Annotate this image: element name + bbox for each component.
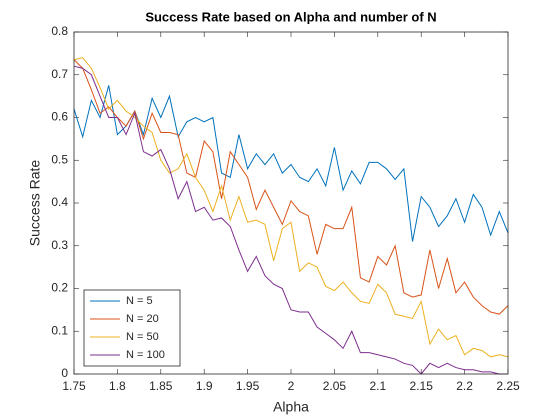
y-tick-label: 0 — [61, 366, 68, 380]
y-tick-label: 0.2 — [51, 281, 68, 295]
series-line — [73, 59, 509, 315]
legend-box — [83, 289, 181, 367]
y-tick-label: 0.5 — [51, 152, 68, 166]
legend-label: N = 50 — [126, 331, 159, 343]
x-tick-label: 1.9 — [196, 379, 213, 393]
x-tick-label: 2.15 — [410, 379, 434, 393]
legend: N = 5 N = 20 N = 50 N = 100 — [83, 289, 181, 367]
y-tick-label: 0.1 — [51, 323, 68, 337]
x-tick-label: 2 — [288, 379, 295, 393]
x-tick-label: 2.25 — [496, 379, 520, 393]
y-tick-label: 0.3 — [51, 238, 68, 252]
axes-box — [73, 31, 509, 375]
x-tick-label: 1.95 — [236, 379, 260, 393]
series-line — [73, 57, 509, 358]
legend-label: N = 20 — [126, 313, 159, 325]
legend-label: N = 100 — [126, 349, 165, 361]
x-tick-label: 2.2 — [456, 379, 473, 393]
series-line — [73, 85, 509, 242]
x-tick-label: 2.1 — [369, 379, 386, 393]
y-tick-label: 0.8 — [51, 24, 68, 38]
y-tick-label: 0.4 — [51, 195, 68, 209]
legend-label: N = 5 — [126, 295, 153, 307]
x-tick-label: 1.85 — [149, 379, 173, 393]
series-line — [73, 65, 508, 375]
y-axis-label: Success Rate — [27, 160, 43, 247]
x-tick-label: 1.75 — [62, 379, 86, 393]
y-tick-label: 0.7 — [51, 67, 68, 81]
chart-title: Success Rate based on Alpha and number o… — [145, 9, 436, 24]
x-tick-label: 1.8 — [109, 379, 126, 393]
y-tick-label: 0.6 — [51, 110, 68, 124]
x-axis-label: Alpha — [273, 399, 309, 415]
x-tick-label: 2.05 — [323, 379, 347, 393]
